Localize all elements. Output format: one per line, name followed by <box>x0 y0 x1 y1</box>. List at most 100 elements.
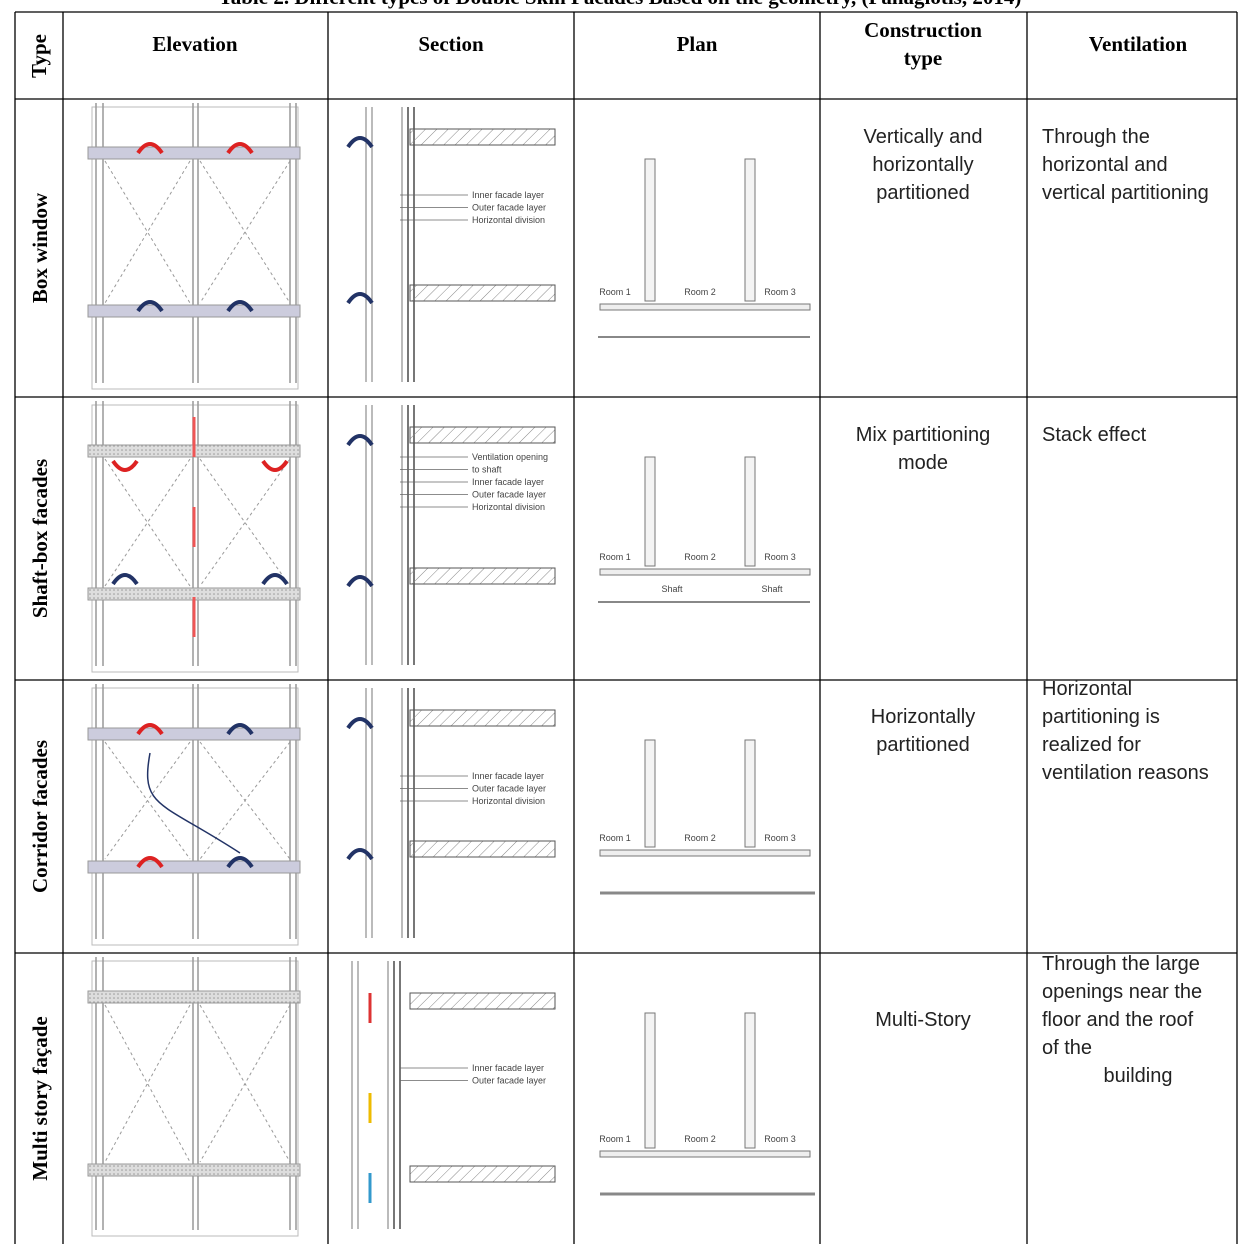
plan-column <box>645 740 655 847</box>
plan-label: Room 2 <box>684 287 716 297</box>
section-label: Outer facade layer <box>472 203 546 213</box>
plan-beam <box>600 304 810 310</box>
plan-column <box>745 740 755 847</box>
row-type: Shaft-box facades <box>28 459 52 618</box>
ventilation-text: building <box>1104 1065 1173 1087</box>
floor-slab <box>410 285 555 301</box>
plan-label: Room 1 <box>599 287 631 297</box>
plan-column <box>645 1013 655 1148</box>
flow-arrow <box>348 850 372 859</box>
plan-label: Shaft <box>661 584 683 594</box>
plan-column <box>745 457 755 566</box>
header-construction: type <box>904 46 943 70</box>
row-type: Box window <box>28 192 52 303</box>
plan-label: Room 3 <box>764 833 796 843</box>
construction-text: Vertically and <box>864 126 983 148</box>
plan-beam <box>600 1151 810 1157</box>
plan-column <box>645 159 655 301</box>
flow-arrow <box>348 138 372 147</box>
section-label: Horizontal division <box>472 502 545 512</box>
floor-slab <box>410 129 555 145</box>
section-label: Horizontal division <box>472 215 545 225</box>
flow-arrow <box>113 575 137 584</box>
table-title: Table 2. Different types of Double Skin … <box>219 0 1022 9</box>
floor-band <box>88 728 300 740</box>
section-label: Outer facade layer <box>472 1076 546 1086</box>
floor-band <box>88 147 300 159</box>
section-label: Inner facade layer <box>472 771 544 781</box>
section-label: Inner facade layer <box>472 1063 544 1073</box>
ventilation-text: floor and the roof <box>1042 1009 1194 1031</box>
ventilation-text: of the <box>1042 1037 1092 1059</box>
floor-slab <box>410 1166 555 1182</box>
ventilation-text: openings near the <box>1042 981 1202 1003</box>
header-construction: Construction <box>864 18 982 42</box>
construction-text: Multi-Story <box>875 1009 971 1031</box>
flow-arrow <box>348 577 372 586</box>
plan-label: Room 2 <box>684 1134 716 1144</box>
construction-text: partitioned <box>876 182 969 204</box>
plan-label: Shaft <box>761 584 783 594</box>
table: Table 2. Different types of Double Skin … <box>0 0 1238 1244</box>
header-type: Type <box>27 34 51 78</box>
plan-column <box>645 457 655 566</box>
header-plan: Plan <box>677 32 718 56</box>
ventilation-text: Through the <box>1042 126 1150 148</box>
construction-text: Horizontally <box>871 706 975 728</box>
plan-label: Room 1 <box>599 552 631 562</box>
header-section: Section <box>418 32 484 56</box>
flow-path <box>148 753 240 853</box>
ventilation-text: partitioning is <box>1042 706 1160 728</box>
ventilation-text: Horizontal <box>1042 678 1132 700</box>
floor-slab <box>410 568 555 584</box>
ventilation-text: Through the large <box>1042 953 1200 975</box>
plan-beam <box>600 850 810 856</box>
plan-column <box>745 1013 755 1148</box>
floor-slab <box>410 710 555 726</box>
flow-arrow <box>348 294 372 303</box>
plan-column <box>745 159 755 301</box>
construction-text: mode <box>898 452 948 474</box>
floor-band <box>88 861 300 873</box>
plan-label: Room 3 <box>764 287 796 297</box>
header-elevation: Elevation <box>152 32 237 56</box>
elevation-frame <box>92 688 298 945</box>
plan-label: Room 1 <box>599 833 631 843</box>
flow-arrow <box>263 461 287 470</box>
section-label: Inner facade layer <box>472 190 544 200</box>
plan-label: Room 2 <box>684 833 716 843</box>
construction-text: Mix partitioning <box>856 424 991 446</box>
floor-band <box>88 991 300 1003</box>
section-label: to shaft <box>472 465 502 475</box>
section-label: Outer facade layer <box>472 490 546 500</box>
ventilation-text: realized for <box>1042 734 1141 756</box>
floor-slab <box>410 841 555 857</box>
floor-slab <box>410 993 555 1009</box>
page: Table 2. Different types of Double Skin … <box>0 0 1238 1244</box>
header-ventilation: Ventilation <box>1089 32 1188 56</box>
flow-arrow <box>113 461 137 470</box>
construction-text: horizontally <box>872 154 973 176</box>
ventilation-text: Stack effect <box>1042 424 1147 446</box>
section-label: Horizontal division <box>472 796 545 806</box>
ventilation-text: vertical partitioning <box>1042 182 1209 204</box>
section-label: Inner facade layer <box>472 477 544 487</box>
floor-slab <box>410 427 555 443</box>
plan-label: Room 1 <box>599 1134 631 1144</box>
ventilation-text: ventilation reasons <box>1042 762 1209 784</box>
flow-arrow <box>348 436 372 445</box>
ventilation-text: horizontal and <box>1042 154 1168 176</box>
flow-arrow <box>263 575 287 584</box>
row-type: Multi story façade <box>28 1016 52 1180</box>
plan-label: Room 3 <box>764 1134 796 1144</box>
section-label: Outer facade layer <box>472 784 546 794</box>
plan-label: Room 3 <box>764 552 796 562</box>
plan-beam <box>600 569 810 575</box>
section-label: Ventilation opening <box>472 452 548 462</box>
plan-label: Room 2 <box>684 552 716 562</box>
row-type: Corridor facades <box>28 740 52 893</box>
floor-band <box>88 305 300 317</box>
flow-arrow <box>348 719 372 728</box>
floor-band <box>88 1164 300 1176</box>
construction-text: partitioned <box>876 734 969 756</box>
